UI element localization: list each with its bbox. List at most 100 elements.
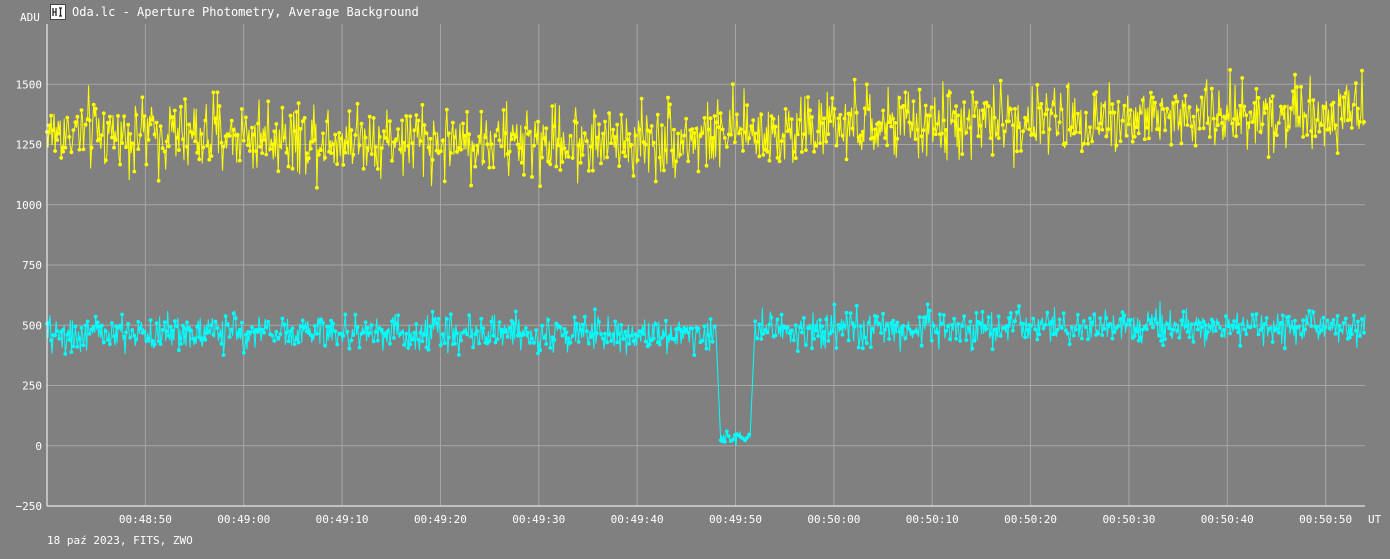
light-curve-app-icon: [50, 4, 66, 20]
data-point: [621, 150, 626, 155]
data-point: [818, 318, 822, 322]
data-point: [1232, 319, 1236, 323]
data-point: [757, 154, 762, 159]
data-point: [769, 315, 774, 320]
data-point: [826, 132, 831, 137]
data-point: [1234, 325, 1238, 330]
data-point: [1169, 332, 1174, 336]
data-point: [424, 131, 429, 136]
data-point: [124, 330, 128, 335]
data-point: [1138, 335, 1143, 340]
data-point: [382, 129, 386, 134]
data-point: [702, 116, 707, 120]
data-point: [1132, 134, 1137, 139]
data-point: [223, 314, 228, 319]
data-point: [767, 158, 772, 163]
data-point: [1244, 113, 1249, 118]
data-point: [1270, 340, 1275, 344]
data-point: [197, 157, 202, 162]
data-point: [860, 346, 865, 351]
data-point: [1112, 330, 1117, 335]
data-point: [1347, 117, 1352, 122]
data-point: [931, 323, 936, 328]
data-point: [343, 312, 348, 317]
data-point: [264, 325, 269, 329]
data-point: [414, 113, 419, 117]
data-point: [1309, 324, 1314, 328]
data-point: [1171, 101, 1176, 105]
data-point: [749, 124, 754, 128]
data-point: [747, 432, 751, 437]
data-point: [487, 339, 492, 344]
data-point: [1185, 330, 1190, 334]
data-point: [538, 348, 542, 353]
data-point: [185, 144, 189, 149]
data-point: [869, 345, 873, 349]
data-point: [980, 108, 985, 113]
data-point: [1351, 313, 1356, 318]
data-point: [1276, 330, 1281, 335]
data-point: [128, 335, 133, 340]
data-point: [187, 122, 191, 127]
data-point: [1169, 142, 1174, 147]
data-point: [619, 112, 624, 117]
data-point: [120, 312, 124, 317]
data-point: [852, 77, 857, 82]
data-point: [280, 316, 285, 321]
data-point: [1167, 326, 1172, 331]
data-point: [603, 119, 607, 124]
data-point: [1211, 116, 1216, 121]
data-point: [65, 332, 70, 337]
data-point: [528, 341, 532, 345]
data-point: [177, 348, 181, 353]
data-point: [489, 319, 494, 324]
data-point: [552, 124, 557, 129]
data-point: [1268, 99, 1273, 104]
data-point: [418, 139, 423, 144]
data-point: [79, 326, 84, 330]
data-point: [757, 322, 762, 327]
data-point: [148, 318, 153, 323]
data-point: [276, 169, 281, 174]
data-point: [493, 340, 498, 345]
data-point: [676, 131, 680, 136]
data-point: [824, 139, 829, 144]
data-point: [552, 337, 557, 342]
data-point: [384, 331, 388, 336]
data-point: [635, 158, 640, 163]
data-point: [1149, 321, 1153, 326]
data-point: [353, 312, 358, 317]
data-point: [349, 128, 354, 133]
data-point: [513, 134, 518, 139]
data-point: [1291, 325, 1295, 330]
data-point: [471, 345, 475, 350]
data-point: [524, 125, 528, 130]
y-axis-label: ADU: [20, 11, 40, 24]
data-point: [339, 136, 344, 141]
data-point: [1189, 322, 1194, 327]
data-point: [698, 134, 703, 139]
data-point: [795, 132, 800, 137]
data-point: [897, 96, 902, 100]
data-point: [889, 321, 894, 326]
data-point: [1173, 322, 1178, 327]
data-point: [1319, 123, 1324, 127]
data-point: [181, 323, 185, 328]
data-point: [177, 148, 181, 153]
data-point: [394, 321, 398, 326]
data-point: [1297, 115, 1301, 120]
data-point: [280, 105, 285, 110]
footer-info: 18 paź 2023, FITS, ZWO: [47, 534, 193, 547]
data-point: [1295, 85, 1299, 89]
data-point: [901, 323, 906, 328]
data-point: [410, 141, 415, 146]
data-point: [491, 333, 496, 338]
data-point: [160, 327, 165, 332]
data-point: [631, 339, 636, 343]
data-point: [248, 330, 252, 335]
data-point: [940, 321, 944, 326]
data-point: [1362, 120, 1366, 124]
data-point: [873, 127, 877, 132]
data-point: [402, 140, 406, 145]
data-point: [227, 335, 232, 339]
